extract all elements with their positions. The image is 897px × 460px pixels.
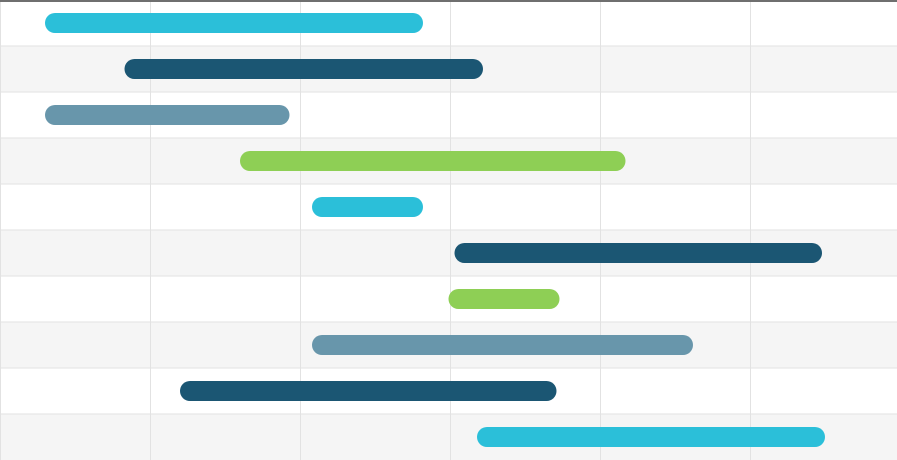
task-bar xyxy=(240,151,626,171)
task-bar xyxy=(45,13,423,33)
task-bar xyxy=(180,381,557,401)
row-band xyxy=(0,184,897,230)
task-bar xyxy=(454,243,822,263)
task-bar xyxy=(448,289,560,309)
task-bar xyxy=(312,197,423,217)
task-bars xyxy=(45,13,825,447)
task-bar xyxy=(312,335,693,355)
task-bar xyxy=(45,105,290,125)
task-bar xyxy=(124,59,483,79)
task-bar xyxy=(477,427,825,447)
